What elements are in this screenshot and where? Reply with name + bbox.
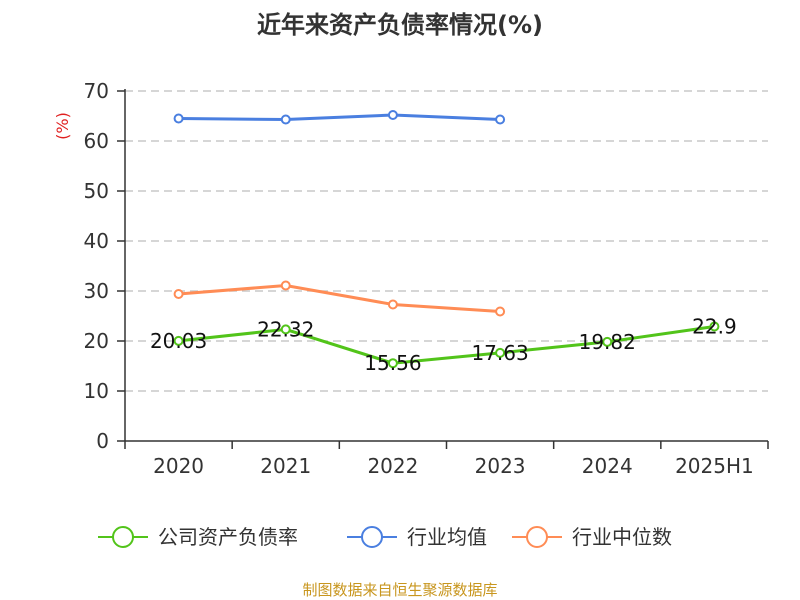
data-point bbox=[387, 358, 398, 369]
data-label: 20.03 bbox=[150, 329, 207, 353]
legend-label: 行业中位数 bbox=[572, 525, 672, 549]
data-point bbox=[602, 336, 613, 347]
data-point bbox=[709, 321, 720, 332]
y-tick-label: 10 bbox=[84, 379, 109, 403]
y-tick-label: 40 bbox=[84, 229, 109, 253]
legend-label: 公司资产负债率 bbox=[158, 525, 298, 549]
data-point bbox=[495, 347, 506, 358]
data-label: 17.63 bbox=[471, 341, 528, 365]
legend-marker bbox=[112, 526, 134, 548]
source-note: 制图数据来自恒生聚源数据库 bbox=[302, 581, 497, 599]
data-point bbox=[280, 324, 291, 335]
x-tick-label: 2024 bbox=[582, 454, 633, 478]
x-tick-label: 2021 bbox=[260, 454, 311, 478]
data-label: 15.56 bbox=[364, 351, 421, 375]
y-tick-label: 0 bbox=[96, 429, 109, 453]
y-axis-label: (%) bbox=[53, 112, 72, 140]
legend-marker bbox=[526, 526, 548, 548]
data-point bbox=[173, 335, 184, 346]
data-point bbox=[495, 306, 506, 317]
series-line bbox=[178, 325, 715, 365]
x-tick-label: 2022 bbox=[367, 454, 418, 478]
data-label: 22.32 bbox=[257, 317, 314, 341]
series-line bbox=[178, 113, 501, 122]
data-point bbox=[173, 113, 184, 124]
data-point bbox=[387, 110, 398, 120]
y-tick-label: 20 bbox=[84, 329, 109, 353]
data-point bbox=[280, 114, 291, 125]
data-label: 19.82 bbox=[579, 330, 636, 354]
x-tick-label: 2023 bbox=[475, 454, 526, 478]
data-point bbox=[173, 289, 184, 299]
chart-title: 近年来资产负债率情况(%) bbox=[257, 11, 543, 39]
x-tick-label: 2025H1 bbox=[675, 454, 754, 478]
data-point bbox=[280, 280, 291, 291]
legend-marker bbox=[361, 526, 383, 548]
series-line bbox=[178, 283, 501, 313]
data-point bbox=[387, 299, 398, 310]
y-tick-label: 30 bbox=[84, 279, 109, 303]
y-tick-label: 50 bbox=[84, 179, 109, 203]
data-point bbox=[495, 114, 506, 125]
data-label: 22.9 bbox=[692, 315, 737, 339]
y-tick-label: 70 bbox=[84, 79, 109, 103]
x-tick-label: 2020 bbox=[153, 454, 204, 478]
legend-label: 行业均值 bbox=[407, 525, 487, 549]
y-tick-label: 60 bbox=[84, 129, 109, 153]
